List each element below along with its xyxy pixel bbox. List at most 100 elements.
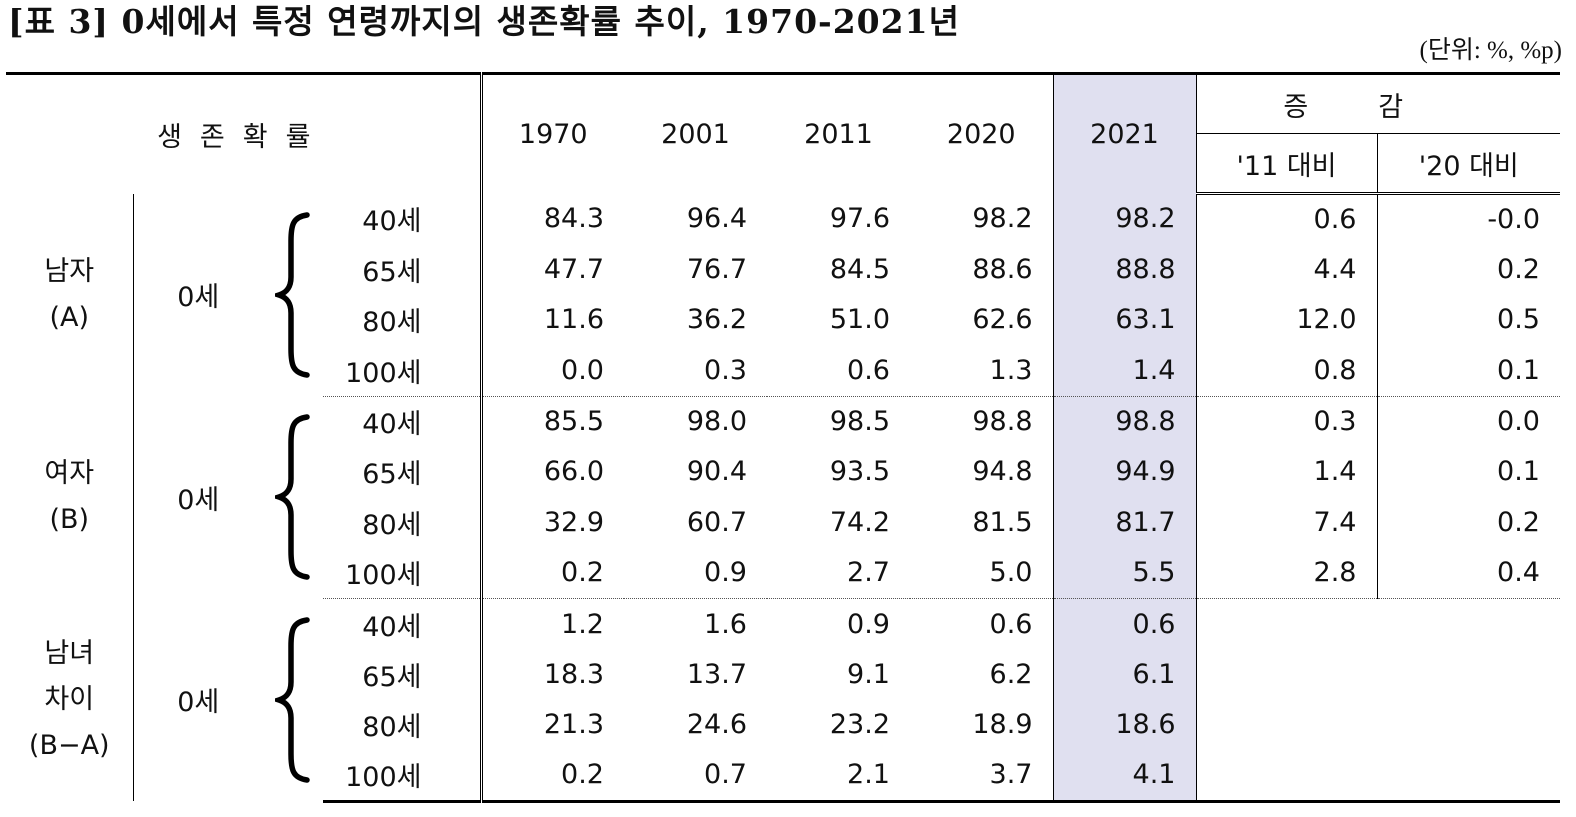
table-row: 100세 0.0 0.3 0.6 1.3 1.4 0.8 0.1 <box>6 345 1560 397</box>
change-cell: 0.3 <box>1196 396 1378 447</box>
value-cell: 98.5 <box>829 406 890 437</box>
value-cell: 1.3 <box>910 345 1053 397</box>
value-cell: 0.2 <box>481 547 624 599</box>
table-row: 65세 66.0 90.4 93.5 94.8 94.9 1.4 0.1 <box>6 446 1560 497</box>
table-row: 80세 32.9 60.7 74.2 81.5 81.7 7.4 0.2 <box>6 497 1560 548</box>
change-cell <box>1196 599 1377 650</box>
header-year: 2011 <box>767 72 910 194</box>
change-cell <box>1196 700 1377 751</box>
value-cell: 13.7 <box>686 658 747 690</box>
value-cell: 98.0 <box>686 406 747 437</box>
value-cell: 94.8 <box>972 456 1033 488</box>
value-cell: 96.4 <box>686 203 747 235</box>
value-cell: 98.8 <box>972 406 1033 437</box>
header-change-label: 증감 <box>1196 72 1560 134</box>
age-label: 100세 <box>323 750 483 803</box>
age-label: 80세 <box>323 294 483 345</box>
header-change-sub: '20 대비 <box>1377 133 1560 195</box>
group-label-line: (B−A) <box>28 729 110 761</box>
table-row: 80세 21.3 24.6 23.2 18.9 18.6 <box>6 699 1560 751</box>
value-cell: 1.6 <box>704 608 747 640</box>
header-survival-label: 생존확률 <box>6 72 483 194</box>
table-row: 남녀 차이 (B−A) 0세 40세 1.2 1.6 0.9 0.6 0.6 <box>6 598 1560 801</box>
value-cell: 36.2 <box>686 304 747 336</box>
age-label: 65세 <box>323 244 483 295</box>
age-label: 80세 <box>323 699 483 750</box>
value-cell: 81.7 <box>1052 497 1197 548</box>
value-cell: 5.0 <box>910 547 1053 599</box>
value-cell: 98.8 <box>1052 396 1197 447</box>
value-cell: 1.2 <box>561 608 604 640</box>
change-cell: 0.4 <box>1377 547 1560 599</box>
value-cell: 84.3 <box>543 203 604 235</box>
value-cell: 23.2 <box>829 709 890 741</box>
value-cell: 6.1 <box>1052 649 1197 700</box>
brace-icon <box>263 194 323 397</box>
value-cell: 74.2 <box>829 506 890 538</box>
value-cell: 76.7 <box>686 253 747 285</box>
group-label-line: 남녀 <box>44 637 95 669</box>
change-cell: 0.5 <box>1497 304 1540 336</box>
value-cell: 0.9 <box>624 547 767 599</box>
age-label: 40세 <box>323 193 483 244</box>
age-label: 100세 <box>323 345 483 397</box>
value-cell: 0.9 <box>847 608 890 640</box>
table-row: 80세 11.6 36.2 51.0 62.6 63.1 12.0 0.5 <box>6 294 1560 345</box>
header-year-highlight: 2021 <box>1052 72 1197 194</box>
change-cell: -0.0 <box>1487 204 1540 235</box>
value-cell: 5.5 <box>1052 547 1197 599</box>
group-label-line: 남자 <box>44 255 95 287</box>
table-row: 여자 (B) 0세 40세 85.5 98.0 98.5 98.8 98.8 0.3 0.0 <box>6 396 1560 599</box>
value-cell: 6.2 <box>989 658 1033 690</box>
change-cell: 12.0 <box>1196 294 1378 345</box>
value-cell: 0.7 <box>624 750 767 803</box>
value-cell: 3.7 <box>910 750 1053 803</box>
value-cell: 97.6 <box>829 203 890 235</box>
value-cell: 0.6 <box>1052 598 1197 649</box>
value-cell: 66.0 <box>543 456 604 488</box>
age-label: 100세 <box>323 547 483 599</box>
header-year: 1970 <box>481 72 624 194</box>
header-year: 2020 <box>910 72 1053 194</box>
group-label-line: (B) <box>49 504 90 536</box>
value-cell: 1.4 <box>1052 345 1197 397</box>
value-cell: 51.0 <box>829 304 890 336</box>
age-label: 80세 <box>323 497 483 548</box>
value-cell: 2.7 <box>767 547 910 599</box>
table-row: 65세 47.7 76.7 84.5 88.6 88.8 4.4 0.2 <box>6 244 1560 295</box>
value-cell: 0.2 <box>481 750 624 803</box>
value-cell: 88.6 <box>972 253 1033 285</box>
value-cell: 90.4 <box>686 456 747 488</box>
value-cell: 62.6 <box>972 304 1033 336</box>
group-label-line: 차이 <box>44 683 95 715</box>
change-cell <box>1196 649 1377 700</box>
change-cell: 4.4 <box>1196 244 1378 295</box>
table-row: 100세 0.2 0.9 2.7 5.0 5.5 2.8 0.4 <box>6 547 1560 599</box>
change-cell: 0.1 <box>1377 345 1560 397</box>
value-cell: 47.7 <box>543 253 604 285</box>
value-cell: 85.5 <box>543 406 604 437</box>
change-cell: 2.8 <box>1196 547 1378 599</box>
change-cell: 0.8 <box>1196 345 1378 397</box>
value-cell: 0.0 <box>481 345 624 397</box>
value-cell: 24.6 <box>686 709 747 741</box>
age-label: 65세 <box>323 446 483 497</box>
value-cell: 84.5 <box>829 253 890 285</box>
value-cell: 18.6 <box>1052 699 1197 750</box>
value-cell: 11.6 <box>543 304 604 336</box>
brace-icon <box>263 396 323 599</box>
value-cell: 94.9 <box>1052 446 1197 497</box>
base-age: 0세 <box>177 282 220 314</box>
value-cell: 18.3 <box>543 658 604 690</box>
value-cell: 9.1 <box>847 658 890 690</box>
value-cell: 93.5 <box>829 456 890 488</box>
value-cell: 21.3 <box>543 709 604 741</box>
change-cell: 0.2 <box>1497 253 1540 285</box>
value-cell: 60.7 <box>686 506 747 538</box>
change-cell <box>1377 750 1560 803</box>
change-cell: 0.2 <box>1497 506 1540 538</box>
change-cell <box>1377 649 1560 700</box>
value-cell: 18.9 <box>972 709 1033 741</box>
group-label: 남자 (A) <box>6 193 134 396</box>
